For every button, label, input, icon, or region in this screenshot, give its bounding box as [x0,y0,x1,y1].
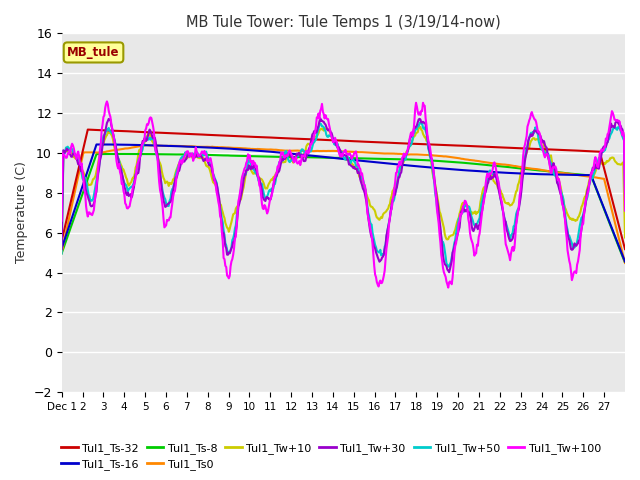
Y-axis label: Temperature (C): Temperature (C) [15,162,28,264]
Text: MB_tule: MB_tule [67,46,120,59]
Title: MB Tule Tower: Tule Temps 1 (3/19/14-now): MB Tule Tower: Tule Temps 1 (3/19/14-now… [186,15,500,30]
Legend: Tul1_Ts-32, Tul1_Ts-16, Tul1_Ts-8, Tul1_Ts0, Tul1_Tw+10, Tul1_Tw+30, Tul1_Tw+50,: Tul1_Ts-32, Tul1_Ts-16, Tul1_Ts-8, Tul1_… [57,438,605,474]
